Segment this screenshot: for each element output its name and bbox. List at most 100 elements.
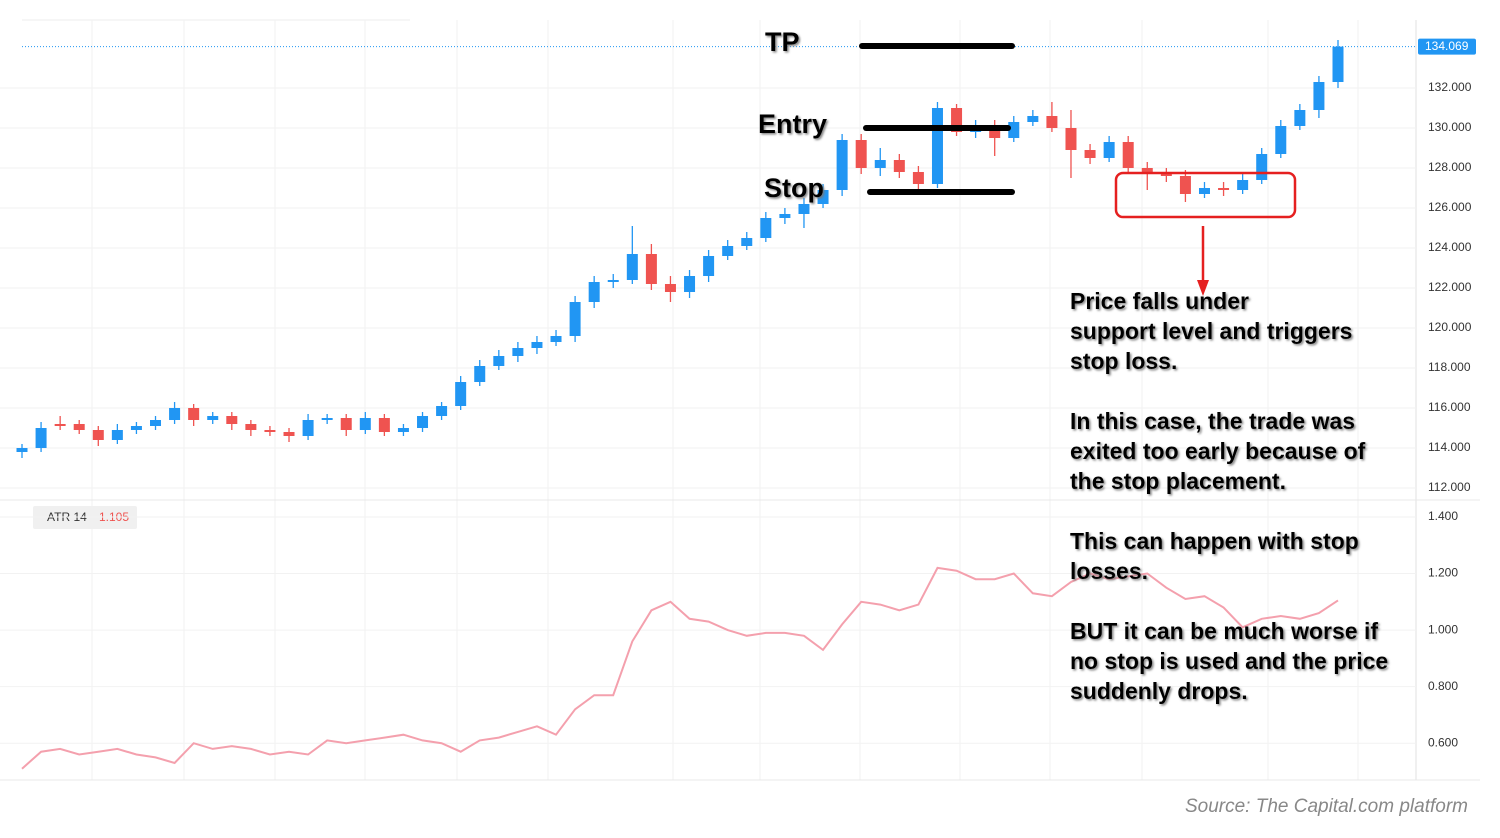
candle-body <box>226 416 238 424</box>
candle-body <box>741 238 753 246</box>
y-tick-label: 122.000 <box>1428 280 1472 294</box>
candle-body <box>378 418 390 432</box>
candle-body <box>1027 116 1039 122</box>
y2-tick-label: 0.600 <box>1428 735 1458 749</box>
candle-body <box>1313 82 1325 110</box>
candle-body <box>130 426 142 430</box>
candle-body <box>92 430 104 440</box>
candle-body <box>16 448 28 452</box>
arrow-head <box>1197 280 1209 296</box>
y-tick-label: 120.000 <box>1428 320 1472 334</box>
candle-body <box>607 280 619 282</box>
candle-body <box>302 420 314 436</box>
candle-body <box>798 204 810 214</box>
candle-body <box>893 160 905 172</box>
candle-body <box>1218 188 1230 190</box>
note-line: suddenly drops. <box>1070 678 1248 704</box>
candle-body <box>588 282 600 302</box>
candle-body <box>1084 150 1096 158</box>
candle-body <box>817 190 829 204</box>
y-tick-label: 130.000 <box>1428 120 1472 134</box>
candle-body <box>264 430 276 432</box>
candle-body <box>283 432 295 436</box>
candle-body <box>989 126 1001 138</box>
candle-body <box>874 160 886 168</box>
candle-body <box>73 424 85 430</box>
candle-body <box>550 336 562 342</box>
note-line: stop loss. <box>1070 348 1177 374</box>
candle-body <box>931 108 943 184</box>
candle-body <box>111 430 123 440</box>
candle-body <box>760 218 772 238</box>
candle-body <box>1198 188 1210 194</box>
candle-body <box>684 276 696 292</box>
candle-body <box>245 424 257 430</box>
candle-body <box>1256 154 1268 180</box>
candle-body <box>626 254 638 280</box>
y2-tick-label: 1.200 <box>1428 566 1458 580</box>
candle-body <box>645 254 657 284</box>
candle-body <box>1332 46 1344 82</box>
note-line: the stop placement. <box>1070 468 1286 494</box>
candle-body <box>512 348 524 356</box>
note-line: This can happen with stop <box>1070 528 1359 554</box>
atr-legend-box <box>33 506 137 529</box>
candle-body <box>1008 122 1020 138</box>
candle-body <box>836 140 848 190</box>
level-label: Entry <box>758 109 827 139</box>
support-box <box>1114 171 1297 219</box>
note-line: exited too early because of <box>1070 438 1366 464</box>
candle-body <box>703 256 715 276</box>
candle-body <box>531 342 543 348</box>
y-tick-label: 132.000 <box>1428 80 1472 94</box>
candle-body <box>722 246 734 256</box>
candle-body <box>912 172 924 184</box>
y-tick-label: 118.000 <box>1428 360 1471 374</box>
candle-body <box>321 418 333 420</box>
candle-body <box>169 408 181 420</box>
source-note: Source: The Capital.com platform <box>1185 796 1468 817</box>
candle-body <box>1046 116 1058 128</box>
y2-tick-label: 1.000 <box>1428 622 1458 636</box>
candle-body <box>340 418 352 430</box>
y-tick-label: 112.000 <box>1428 480 1471 494</box>
candle-body <box>150 420 162 426</box>
candle-body <box>54 424 66 426</box>
candle-body <box>1103 142 1115 158</box>
candle-body <box>455 382 467 406</box>
candle-body <box>855 140 867 168</box>
candle-body <box>397 428 409 432</box>
candle-body <box>1160 174 1172 176</box>
last-price-label: 134.069 <box>1425 39 1469 53</box>
candle-body <box>493 356 505 366</box>
candle-body <box>207 416 219 420</box>
note-line: no stop is used and the price <box>1070 648 1388 674</box>
level-label: TP <box>765 27 800 57</box>
candle-body <box>35 428 47 448</box>
last-price-box <box>1418 38 1476 55</box>
candle-body <box>779 214 791 218</box>
y2-tick-label: 0.800 <box>1428 679 1458 693</box>
candle-body <box>359 418 371 430</box>
y-tick-label: 126.000 <box>1428 200 1472 214</box>
y-tick-label: 116.000 <box>1428 400 1471 414</box>
note-line: In this case, the trade was <box>1070 408 1355 434</box>
y2-tick-label: 1.400 <box>1428 509 1458 523</box>
candle-body <box>417 416 429 428</box>
candle-body <box>1237 180 1249 190</box>
note-line: Price falls under <box>1070 288 1249 314</box>
candle-body <box>436 406 448 416</box>
note-line: support level and triggers <box>1070 318 1352 344</box>
note-line: losses. <box>1070 558 1148 584</box>
candle-body <box>188 408 200 420</box>
level-label: Stop <box>764 173 824 203</box>
candle-body <box>1179 176 1191 194</box>
y-tick-label: 128.000 <box>1428 160 1472 174</box>
candle-body <box>951 108 963 132</box>
atr-line <box>21 566 1339 770</box>
candle-body <box>664 284 676 292</box>
candle-body <box>1294 110 1306 126</box>
candle-body <box>1141 168 1153 174</box>
